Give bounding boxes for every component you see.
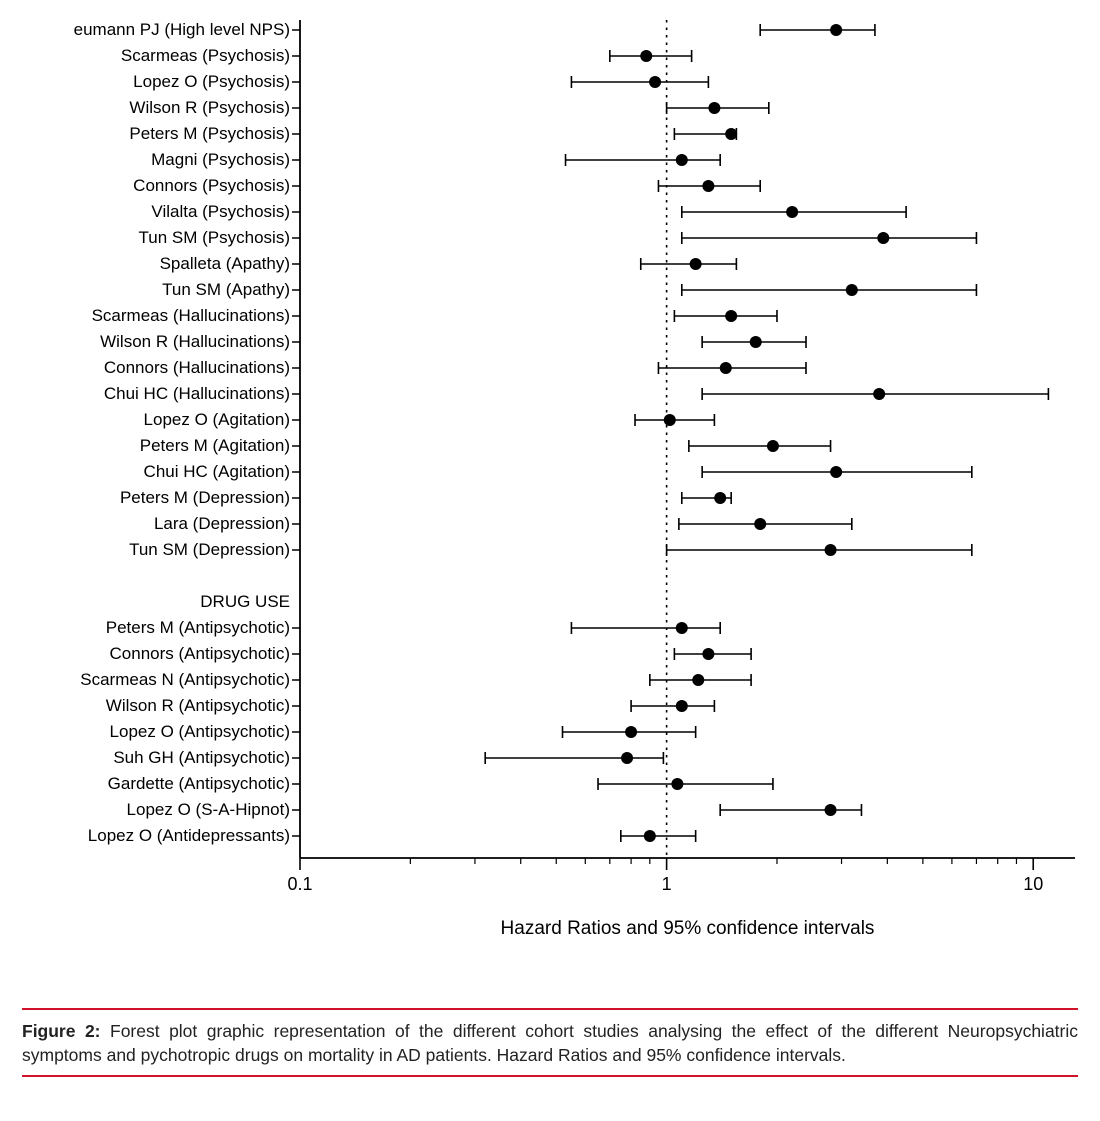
figure-caption-text: Forest plot graphic representation of th… xyxy=(22,1021,1078,1065)
point-estimate xyxy=(640,50,652,62)
point-estimate xyxy=(664,414,676,426)
page: eumann PJ (High level NPS) Scarmeas (Psyc… xyxy=(0,0,1100,1121)
x-tick-label: 10 xyxy=(1023,874,1043,894)
study-label: Peters M (Depression) xyxy=(120,488,290,507)
study-label: Suh GH (Antipsychotic) xyxy=(113,748,290,767)
study-label: Peters M (Antipsychotic) xyxy=(106,618,290,637)
study-label: Tun SM (Depression) xyxy=(129,540,290,559)
x-tick-label: 1 xyxy=(662,874,672,894)
figure-label: Figure 2: xyxy=(22,1021,101,1041)
forest-plot: eumann PJ (High level NPS) Scarmeas (Psyc… xyxy=(0,0,1100,990)
point-estimate xyxy=(676,622,688,634)
point-estimate xyxy=(877,232,889,244)
x-axis-title: Hazard Ratios and 95% confidence interva… xyxy=(501,918,875,939)
study-label: Scarmeas (Psychosis) xyxy=(121,46,290,65)
point-estimate xyxy=(846,284,858,296)
point-estimate xyxy=(676,154,688,166)
study-label: Tun SM (Psychosis) xyxy=(139,228,290,247)
point-estimate xyxy=(692,674,704,686)
point-estimate xyxy=(750,336,762,348)
point-estimate xyxy=(621,752,633,764)
study-label: Tun SM (Apathy) xyxy=(162,280,290,299)
point-estimate xyxy=(714,492,726,504)
study-label: Wilson R (Hallucinations) xyxy=(100,332,290,351)
study-label: Lara (Depression) xyxy=(154,514,290,533)
study-label: Chui HC (Hallucinations) xyxy=(104,384,290,403)
point-estimate xyxy=(708,102,720,114)
point-estimate xyxy=(873,388,885,400)
point-estimate xyxy=(644,830,656,842)
study-label: Connors (Psychosis) xyxy=(133,176,290,195)
study-label: Connors (Antipsychotic) xyxy=(110,644,290,663)
point-estimate xyxy=(702,180,714,192)
x-tick-label: 0.1 xyxy=(287,874,312,894)
point-estimate xyxy=(825,544,837,556)
point-estimate xyxy=(720,362,732,374)
study-label: Chui HC (Agitation) xyxy=(144,462,290,481)
point-estimate xyxy=(676,700,688,712)
point-estimate xyxy=(625,726,637,738)
figure-caption: Figure 2: Forest plot graphic representa… xyxy=(22,1010,1078,1075)
point-estimate xyxy=(830,466,842,478)
study-label: Connors (Hallucinations) xyxy=(104,358,290,377)
study-label: Scarmeas N (Antipsychotic) xyxy=(80,670,290,689)
point-estimate xyxy=(830,24,842,36)
study-label: eumann PJ (High level NPS) xyxy=(74,20,290,39)
point-estimate xyxy=(649,76,661,88)
point-estimate xyxy=(690,258,702,270)
point-estimate xyxy=(702,648,714,660)
study-label: Lopez O (Agitation) xyxy=(144,410,290,429)
study-label: Peters M (Agitation) xyxy=(140,436,290,455)
study-label: Lopez O (Antidepressants) xyxy=(88,826,290,845)
point-estimate xyxy=(786,206,798,218)
figure-caption-block: Figure 2: Forest plot graphic representa… xyxy=(22,1008,1078,1077)
study-label: Wilson R (Antipsychotic) xyxy=(106,696,290,715)
point-estimate xyxy=(725,310,737,322)
point-estimate xyxy=(725,128,737,140)
study-label: Peters M (Psychosis) xyxy=(129,124,290,143)
study-label: Magni (Psychosis) xyxy=(151,150,290,169)
study-label: Wilson R (Psychosis) xyxy=(129,98,290,117)
study-label: Lopez O (S-A-Hipnot) xyxy=(127,800,290,819)
point-estimate xyxy=(754,518,766,530)
point-estimate xyxy=(671,778,683,790)
study-label: Scarmeas (Hallucinations) xyxy=(92,306,290,325)
study-label: Gardette (Antipsychotic) xyxy=(108,774,290,793)
study-label: Vilalta (Psychosis) xyxy=(151,202,290,221)
point-estimate xyxy=(767,440,779,452)
caption-rule-bottom xyxy=(22,1075,1078,1077)
study-label: Lopez O (Psychosis) xyxy=(133,72,290,91)
point-estimate xyxy=(825,804,837,816)
section-heading: DRUG USE xyxy=(200,592,290,611)
study-label: Spalleta (Apathy) xyxy=(160,254,290,273)
study-label: Lopez O (Antipsychotic) xyxy=(110,722,290,741)
